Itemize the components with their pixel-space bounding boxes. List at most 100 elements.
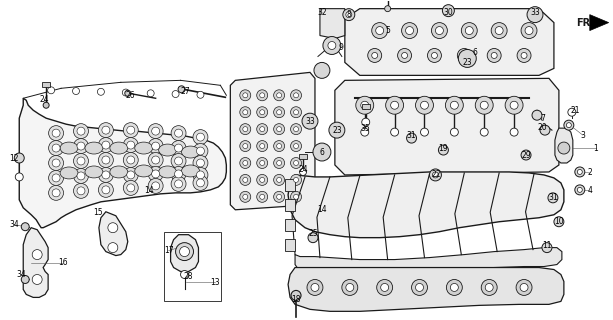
- Circle shape: [148, 124, 163, 139]
- Circle shape: [257, 107, 268, 118]
- Circle shape: [525, 27, 533, 35]
- Circle shape: [548, 193, 558, 203]
- Circle shape: [74, 168, 88, 183]
- Circle shape: [148, 166, 163, 181]
- Text: FR.: FR.: [576, 18, 594, 28]
- Circle shape: [542, 243, 552, 252]
- Circle shape: [532, 110, 542, 120]
- Circle shape: [77, 142, 85, 150]
- Circle shape: [516, 279, 532, 295]
- Circle shape: [273, 157, 284, 168]
- Circle shape: [276, 161, 281, 165]
- Circle shape: [175, 144, 183, 152]
- Circle shape: [273, 140, 284, 152]
- Text: 6: 6: [473, 48, 478, 57]
- Circle shape: [465, 27, 473, 35]
- Ellipse shape: [181, 146, 199, 158]
- Circle shape: [102, 156, 110, 164]
- Circle shape: [398, 49, 411, 62]
- Circle shape: [260, 93, 265, 98]
- Circle shape: [438, 145, 448, 155]
- Circle shape: [48, 185, 64, 200]
- Polygon shape: [335, 78, 559, 175]
- Text: 5: 5: [385, 26, 390, 35]
- Circle shape: [577, 170, 582, 174]
- Circle shape: [257, 174, 268, 185]
- Circle shape: [172, 91, 179, 98]
- Text: 35: 35: [361, 124, 371, 132]
- Circle shape: [99, 123, 113, 138]
- Circle shape: [406, 27, 414, 35]
- Circle shape: [302, 113, 318, 129]
- Circle shape: [175, 243, 194, 260]
- Circle shape: [193, 144, 208, 158]
- Circle shape: [123, 167, 139, 182]
- Circle shape: [240, 191, 251, 202]
- Text: 26: 26: [126, 91, 135, 100]
- Circle shape: [313, 143, 331, 161]
- Circle shape: [346, 284, 354, 292]
- Circle shape: [527, 7, 543, 23]
- Circle shape: [432, 172, 438, 178]
- Circle shape: [102, 141, 110, 149]
- Circle shape: [178, 86, 185, 93]
- Circle shape: [273, 107, 284, 118]
- Circle shape: [193, 130, 208, 145]
- Circle shape: [171, 176, 186, 191]
- Circle shape: [480, 128, 488, 136]
- Bar: [164, 232, 221, 301]
- Text: 24: 24: [39, 95, 49, 104]
- Circle shape: [510, 101, 518, 109]
- Circle shape: [260, 144, 265, 148]
- Text: 4: 4: [587, 186, 592, 196]
- Circle shape: [15, 173, 23, 181]
- Circle shape: [411, 279, 427, 295]
- Text: 23: 23: [462, 58, 472, 67]
- Circle shape: [243, 127, 248, 132]
- Circle shape: [52, 159, 60, 167]
- Circle shape: [151, 127, 159, 135]
- Circle shape: [291, 90, 302, 101]
- Circle shape: [457, 49, 471, 62]
- Text: 12: 12: [10, 154, 19, 163]
- Circle shape: [197, 133, 205, 141]
- Circle shape: [291, 157, 302, 168]
- Circle shape: [276, 144, 281, 148]
- Circle shape: [276, 194, 281, 199]
- Circle shape: [273, 191, 284, 202]
- Circle shape: [243, 93, 248, 98]
- Circle shape: [421, 128, 428, 136]
- Circle shape: [276, 127, 281, 132]
- Circle shape: [273, 90, 284, 101]
- Ellipse shape: [135, 165, 153, 177]
- Circle shape: [568, 108, 576, 116]
- Text: 22: 22: [432, 171, 441, 180]
- Circle shape: [564, 120, 574, 130]
- Polygon shape: [230, 72, 315, 210]
- Circle shape: [311, 284, 319, 292]
- Circle shape: [521, 23, 537, 38]
- Circle shape: [294, 110, 299, 115]
- Circle shape: [180, 247, 189, 257]
- Circle shape: [517, 49, 531, 62]
- Polygon shape: [99, 212, 128, 256]
- Circle shape: [260, 161, 265, 165]
- Circle shape: [77, 187, 85, 195]
- Circle shape: [175, 129, 183, 137]
- Circle shape: [371, 23, 387, 38]
- Polygon shape: [285, 199, 295, 211]
- Circle shape: [197, 171, 205, 179]
- Text: 25: 25: [308, 229, 318, 238]
- Circle shape: [240, 157, 251, 168]
- Circle shape: [451, 284, 459, 292]
- Circle shape: [74, 139, 88, 154]
- Circle shape: [294, 161, 299, 165]
- Circle shape: [197, 91, 204, 98]
- Circle shape: [294, 177, 299, 182]
- Circle shape: [314, 62, 330, 78]
- Circle shape: [294, 144, 299, 148]
- Circle shape: [446, 96, 463, 114]
- Polygon shape: [285, 179, 295, 191]
- Circle shape: [74, 183, 88, 198]
- Ellipse shape: [85, 142, 103, 154]
